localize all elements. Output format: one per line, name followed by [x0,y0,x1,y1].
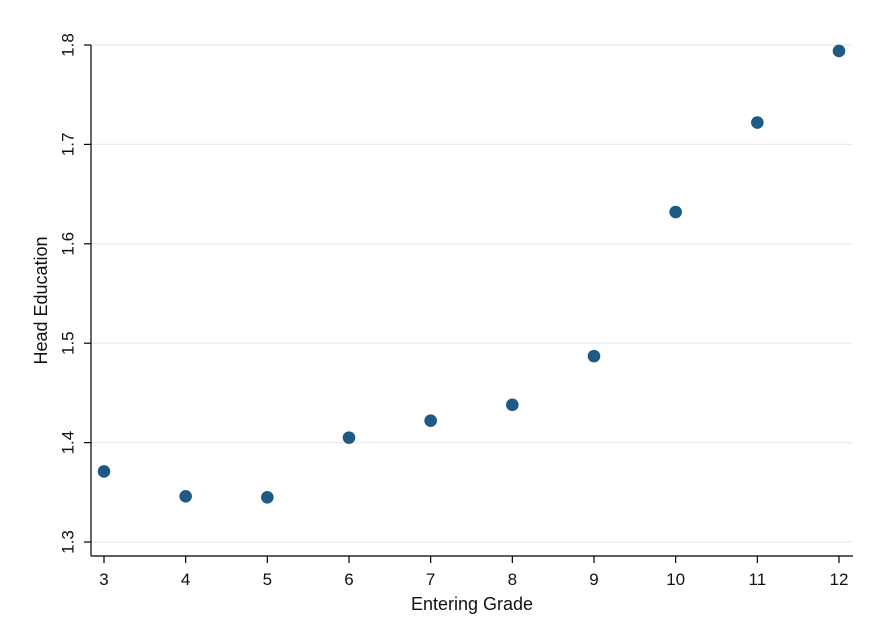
x-tick-label: 3 [99,570,108,589]
x-tick-label: 7 [426,570,435,589]
x-tick-label: 8 [508,570,517,589]
data-point [342,431,356,444]
y-tick-label: 1.6 [58,232,77,256]
data-point [669,205,682,219]
data-point [97,465,111,478]
y-tick-label: 1.3 [58,530,77,554]
y-tick-label: 1.8 [58,33,77,57]
y-tick-label: 1.5 [58,331,77,355]
x-tick-label: 4 [181,570,190,589]
x-tick-label: 10 [666,570,685,589]
y-tick-label: 1.7 [58,133,77,157]
grid-lines [91,44,853,543]
data-point [424,414,437,428]
x-axis-title: Entering Grade [411,594,533,614]
data-point [179,489,192,503]
data-points [97,44,846,504]
y-tick-label: 1.4 [58,431,77,455]
data-point [261,490,274,504]
x-tick-label: 9 [589,570,598,589]
x-tick-label: 6 [344,570,353,589]
x-tick-label: 5 [263,570,272,589]
x-tick-label: 11 [749,570,767,589]
y-ticks: 1.3 1.4 1.5 1.6 1.7 1.8 [58,33,91,554]
x-ticks: 3 4 5 6 7 8 9 10 11 12 [99,556,848,589]
data-point [751,116,764,129]
data-point [506,398,519,412]
data-point [587,349,601,363]
data-point [832,44,846,58]
y-axis-title: Head Education [31,236,51,364]
x-tick-label: 12 [830,570,849,589]
